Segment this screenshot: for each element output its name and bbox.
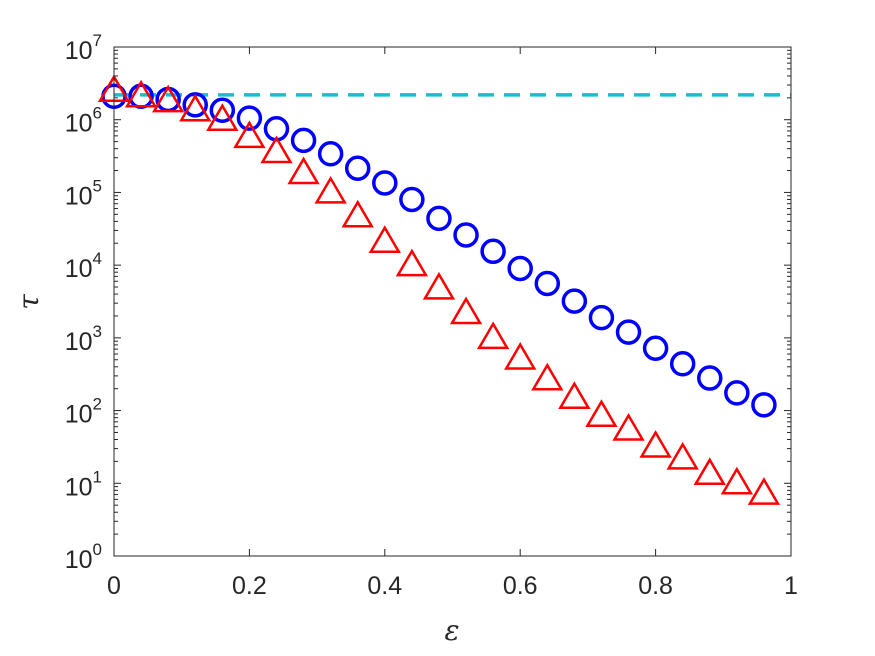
x-tick-label: 0.6	[503, 572, 538, 600]
triangle-point	[260, 135, 293, 164]
triangle-point	[504, 342, 537, 370]
triangle-point	[395, 248, 429, 277]
triangle-point	[287, 156, 320, 185]
triangle-point	[233, 120, 266, 149]
triangle-point	[747, 477, 781, 505]
plot-frame	[113, 46, 792, 557]
y-tick-label-base: 10	[65, 473, 93, 501]
y-tick-label: 104	[65, 249, 102, 283]
circle-point	[344, 155, 371, 182]
x-axis-ticks: 0 0.2 0.4 0.6 0.8 1	[107, 47, 798, 600]
circle-point	[209, 97, 236, 123]
y-tick-label-exponent: 0	[93, 540, 102, 559]
y-tick-label-base: 10	[65, 401, 93, 429]
y-tick-label-base: 10	[65, 255, 93, 283]
circle-point	[399, 186, 425, 213]
y-tick-label-exponent: 7	[93, 31, 102, 50]
triangle-point	[179, 93, 212, 122]
series-layer	[97, 74, 791, 505]
y-tick-label-base: 10	[65, 110, 93, 138]
y-tick-label: 107	[65, 31, 102, 65]
y-tick-label-base: 10	[65, 37, 93, 65]
circle-point	[507, 255, 533, 282]
triangle-point	[341, 199, 374, 228]
circle-point	[372, 170, 398, 196]
x-axis-label: ε	[444, 614, 459, 647]
y-axis-label: τ	[12, 294, 45, 310]
y-tick-label: 100	[65, 540, 102, 574]
triangle-point	[422, 271, 456, 300]
circle-point	[236, 105, 263, 131]
circle-point	[426, 205, 452, 232]
triangle-point	[693, 457, 726, 486]
y-tick-label: 105	[65, 176, 102, 210]
triangle-point	[612, 412, 645, 441]
circle-point	[669, 351, 696, 377]
circle-point	[588, 304, 615, 331]
x-tick-label: 0.8	[638, 572, 673, 600]
triangle-point	[368, 225, 401, 253]
triangle-point	[720, 466, 754, 495]
y-tick-label: 101	[65, 467, 102, 501]
y-tick-label: 106	[65, 104, 102, 138]
y-tick-label-base: 10	[65, 328, 93, 356]
triangle-point	[639, 430, 672, 458]
triangle-point	[531, 362, 564, 391]
triangle-point	[666, 441, 699, 470]
plot-background	[114, 47, 791, 556]
y-tick-label-base: 10	[65, 546, 93, 574]
y-tick-label-exponent: 6	[93, 104, 102, 123]
y-tick-label-exponent: 4	[93, 249, 102, 268]
triangle-point	[124, 79, 158, 108]
circle-point	[615, 319, 642, 345]
x-tick-label: 0.2	[232, 572, 267, 600]
y-tick-label-exponent: 1	[93, 467, 102, 486]
x-tick-label: 0	[107, 572, 121, 600]
triangle-point	[449, 296, 483, 325]
circle-point	[317, 141, 344, 167]
y-tick-label-exponent: 3	[93, 322, 102, 341]
y-tick-label-exponent: 2	[93, 395, 102, 414]
circle-point	[290, 127, 317, 154]
triangle-point	[585, 399, 618, 427]
circle-point	[724, 380, 750, 406]
y-tick-label: 103	[65, 322, 102, 356]
circle-point	[561, 288, 588, 314]
triangle-point	[206, 103, 239, 131]
circle-point	[697, 365, 723, 391]
y-tick-label-exponent: 5	[93, 176, 102, 195]
triangle-point	[314, 175, 347, 204]
x-tick-label: 0.4	[367, 572, 402, 600]
circle-point	[751, 392, 777, 418]
y-tick-label-base: 10	[65, 182, 93, 210]
triangle-point	[151, 84, 185, 113]
y-tick-label: 102	[65, 395, 102, 429]
triangle-point	[558, 381, 591, 410]
circle-point	[642, 335, 669, 361]
circle-point	[480, 238, 506, 265]
circle-point	[534, 270, 561, 297]
circle-point	[453, 222, 479, 248]
x-tick-label: 1	[784, 572, 798, 600]
triangle-point	[476, 321, 510, 350]
